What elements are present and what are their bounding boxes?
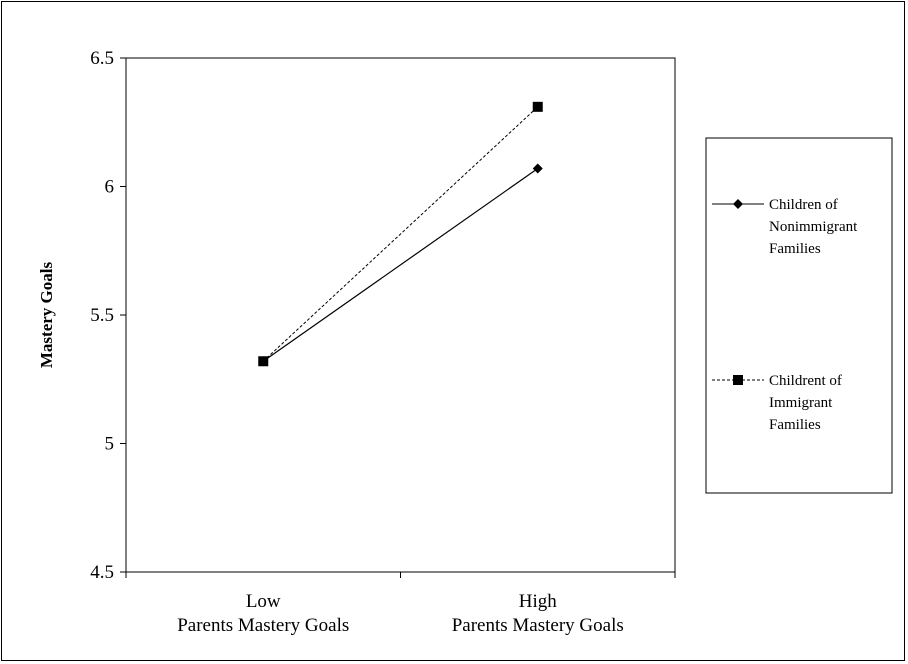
y-tick-label: 5.5 [90, 305, 114, 326]
legend-entry: Childrent of Immigrant Families [712, 373, 842, 433]
legend-label-line: Immigrant [769, 395, 833, 411]
legend-label-line: Nonimmigrant [769, 219, 858, 235]
legend-box [705, 137, 893, 494]
series-marker-square [258, 356, 269, 367]
x-category-label: Low Parents Mastery Goals [177, 591, 349, 636]
series-square [258, 101, 543, 367]
legend-label-line: Childrent of [769, 373, 842, 389]
legend-label: Children of Nonimmigrant Families [769, 197, 858, 257]
series-marker-square [532, 101, 543, 112]
legend-label: Childrent of Immigrant Families [769, 373, 842, 433]
x-category-label-line: Parents Mastery Goals [452, 615, 624, 636]
x-category-label-line: Parents Mastery Goals [177, 615, 349, 636]
legend: Children of Nonimmigrant FamiliesChildrent… [712, 197, 858, 433]
legend-label-line: Families [769, 241, 821, 257]
series-marker-square [733, 375, 743, 385]
series-line [262, 168, 539, 362]
legend-entry: Children of Nonimmigrant Families [712, 197, 858, 257]
legend-label-line: Families [769, 417, 821, 433]
x-category-label: High Parents Mastery Goals [452, 591, 624, 636]
y-tick-label: 5 [105, 434, 115, 455]
y-tick-label: 4.5 [90, 562, 114, 583]
series-line [262, 106, 539, 362]
x-category-label-line: High [519, 591, 558, 612]
legend-label-line: Children of [769, 197, 838, 213]
x-category-label-line: Low [246, 591, 281, 612]
series-marker-diamond [733, 199, 743, 209]
series-layer [258, 101, 543, 367]
y-axis-ticks: 4.5 5 5.5 6 6.5 [90, 48, 126, 583]
series-marker-diamond [532, 163, 543, 174]
y-axis-label: Mastery Goals [37, 262, 56, 369]
y-tick-label: 6.5 [90, 48, 114, 69]
plot-area [125, 57, 676, 573]
x-axis-ticks: Low Parents Mastery Goals High Parents Mast… [125, 572, 676, 636]
y-tick-label: 6 [105, 177, 115, 198]
